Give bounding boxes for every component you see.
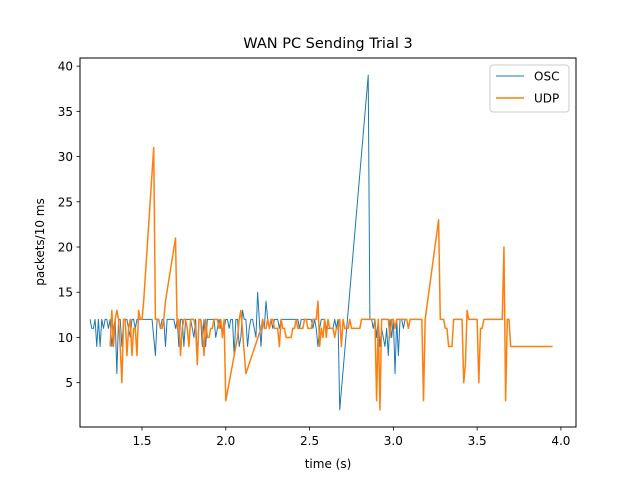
y-axis: 5 10 15 20 25 30 35 40	[58, 60, 80, 390]
y-tick-label: 15	[58, 286, 73, 300]
x-axis: 1.5 2.0 2.5 3.0 3.5 4.0	[132, 427, 570, 448]
x-tick-label: 3.5	[468, 434, 487, 448]
y-axis-label: packets/10 ms	[33, 198, 47, 286]
y-tick-label: 40	[58, 60, 73, 74]
legend-label-udp: UDP	[534, 92, 559, 106]
x-axis-label: time (s)	[305, 457, 352, 471]
y-tick-label: 10	[58, 331, 73, 345]
x-tick-label: 3.0	[384, 434, 403, 448]
x-tick-label: 4.0	[551, 434, 570, 448]
x-tick-label: 2.5	[300, 434, 319, 448]
plot-frame	[79, 57, 577, 428]
legend-label-osc: OSC	[534, 70, 559, 84]
y-tick-label: 30	[58, 150, 73, 164]
legend: OSC UDP	[489, 64, 570, 113]
chart-title: WAN PC Sending Trial 3	[243, 36, 412, 52]
legend-box	[489, 64, 570, 113]
x-tick-label: 2.0	[216, 434, 235, 448]
y-tick-label: 20	[58, 241, 73, 255]
y-tick-label: 5	[65, 376, 73, 390]
series-line-udp	[109, 146, 553, 411]
y-tick-label: 25	[58, 195, 73, 209]
y-tick-label: 35	[58, 105, 73, 119]
plot-lines	[89, 74, 553, 411]
x-tick-label: 1.5	[132, 434, 151, 448]
